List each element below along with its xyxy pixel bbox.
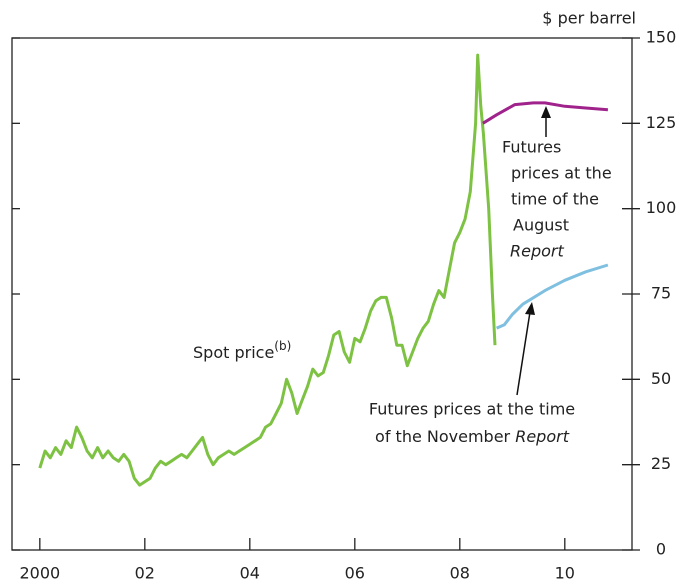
spot-name: Spot price	[193, 343, 274, 362]
august-line: time of the	[511, 190, 599, 209]
november-text: of the November	[375, 427, 515, 446]
x-tick-label: 08	[450, 564, 470, 583]
november-italic: Report	[515, 427, 569, 446]
spot-label: Spot price(b)	[193, 339, 291, 362]
november-line: of the November Report	[375, 427, 570, 446]
spot-superscript: (b)	[274, 339, 291, 353]
x-tick-label: 2000	[19, 564, 60, 583]
y-tick-label: 75	[651, 284, 671, 303]
august-line: Futures	[502, 138, 561, 157]
x-tick-label: 02	[135, 564, 155, 583]
y-tick-label: 125	[646, 113, 677, 132]
august-line: Report	[510, 242, 564, 261]
november-line: Futures prices at the time	[369, 400, 575, 419]
august-line: prices at the	[511, 164, 612, 183]
x-tick-label: 06	[345, 564, 365, 583]
november-arrow	[516, 302, 535, 396]
august-line: August	[513, 216, 569, 235]
y-tick-label: 100	[646, 198, 677, 217]
x-tick-label: 10	[555, 564, 575, 583]
august-arrow	[541, 106, 551, 137]
y-tick-label: 150	[646, 28, 677, 47]
y-tick-label: 0	[656, 540, 666, 559]
y-tick-label: 25	[651, 454, 671, 473]
x-tick-label: 04	[240, 564, 260, 583]
line-series	[496, 263, 609, 330]
y-axis-label: $ per barrel	[542, 9, 636, 28]
y-tick-label: 50	[651, 369, 671, 388]
line-series	[482, 101, 609, 125]
line-series	[38, 53, 497, 487]
